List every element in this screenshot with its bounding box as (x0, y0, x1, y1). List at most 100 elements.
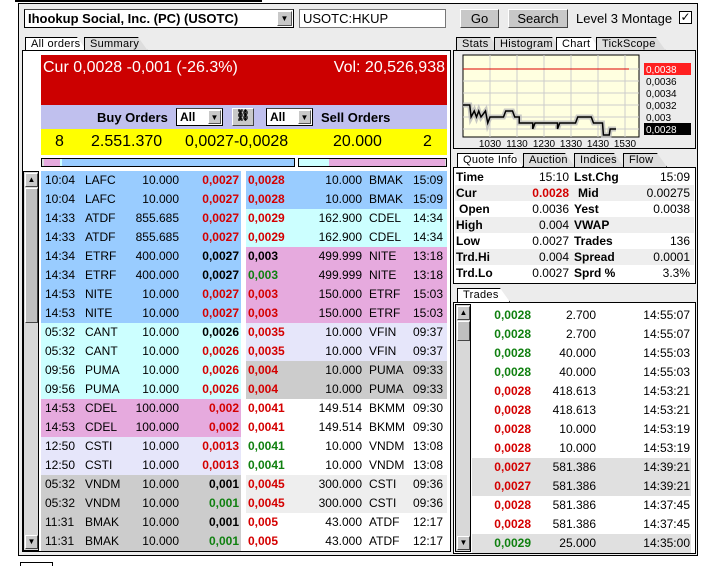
chevron-down-icon[interactable]: ▼ (277, 11, 292, 26)
sell-order-row[interactable]: 0,0028 10.000 BMAK 15:09 (246, 190, 447, 209)
buy-order-row[interactable]: 10:04 LAFC 10.000 0,0027 (41, 171, 241, 190)
sell-filter-select[interactable]: All ▼ (266, 108, 313, 126)
search-button[interactable]: Search (508, 9, 568, 28)
buy-order-row[interactable]: 05:32 VNDM 10.000 0,001 (41, 494, 241, 513)
buy-order-row[interactable]: 14:53 CDEL 100.000 0,002 (41, 418, 241, 437)
sell-order-row[interactable]: 0,003 499.999 NITE 13:18 (246, 247, 447, 266)
order-price: 0,004 (248, 363, 279, 377)
trade-row[interactable]: 0,0029 25.000 14:35:00 (472, 534, 691, 553)
buy-order-row[interactable]: 12:50 CSTI 10.000 0,0013 (41, 437, 241, 456)
trade-time: 14:55:03 (643, 346, 690, 360)
order-price: 0,0027 (202, 173, 239, 187)
sell-order-row[interactable]: 0,003 150.000 ETRF 15:03 (246, 304, 447, 323)
trades-scrollbar[interactable]: ▲ ▼ (455, 304, 471, 552)
trade-row[interactable]: 0,0027 581.386 14:39:21 (472, 458, 691, 477)
order-time: 11:31 (45, 515, 75, 529)
tab-tickscope[interactable]: TickScope (596, 37, 666, 51)
trade-row[interactable]: 0,0028 418.613 14:53:21 (472, 382, 691, 401)
symbol-input[interactable]: USOTC:HKUP (299, 9, 446, 28)
buy-order-row[interactable]: 14:34 ETRF 400.000 0,0027 (41, 247, 241, 266)
sell-order-row[interactable]: 0,0029 162.900 CDEL 14:34 (246, 209, 447, 228)
buy-filter-select[interactable]: All ▼ (176, 108, 223, 126)
trade-row[interactable]: 0,0028 40.000 14:55:03 (472, 344, 691, 363)
sell-order-row[interactable]: 0,0035 10.000 VFIN 09:37 (246, 342, 447, 361)
trade-row[interactable]: 0,0027 581.386 14:39:21 (472, 477, 691, 496)
sell-order-row[interactable]: 0,0041 10.000 VNDM 13:08 (246, 456, 447, 475)
scroll-up-icon[interactable]: ▲ (457, 306, 470, 320)
sell-order-row[interactable]: 0,0029 162.900 CDEL 14:34 (246, 228, 447, 247)
trade-row[interactable]: 0,0028 581.386 14:37:45 (472, 515, 691, 534)
buy-order-row[interactable]: 05:32 VNDM 10.000 0,001 (41, 475, 241, 494)
order-time: 09:33 (412, 382, 443, 396)
buy-order-row[interactable]: 14:53 NITE 10.000 0,0027 (41, 285, 241, 304)
trade-row[interactable]: 0,0028 418.613 14:53:21 (472, 401, 691, 420)
buy-order-row[interactable]: 09:56 PUMA 10.000 0,0026 (41, 380, 241, 399)
market-maker: BMAK (85, 534, 120, 548)
order-book-scrollbar[interactable]: ▲ ▼ (23, 171, 39, 551)
market-maker: PUMA (85, 363, 120, 377)
tab-indices[interactable]: Indices (574, 153, 624, 167)
trade-price: 0,0028 (494, 498, 531, 512)
sell-order-row[interactable]: 0,003 499.999 NITE 13:18 (246, 266, 447, 285)
tab-chart[interactable]: Chart (556, 37, 601, 51)
tab-quote-info[interactable]: Quote Info (457, 153, 523, 167)
market-maker: LAFC (85, 173, 116, 187)
chain-link-icon[interactable]: ⛓ (232, 108, 254, 126)
sell-order-row[interactable]: 0,0045 300.000 CSTI 09:36 (246, 494, 447, 513)
sell-order-row[interactable]: 0,0035 10.000 VFIN 09:37 (246, 323, 447, 342)
sell-order-row[interactable]: 0,005 43.000 ATDF 12:17 (246, 513, 447, 532)
trade-row[interactable]: 0,0028 2.700 14:55:07 (472, 325, 691, 344)
trade-row[interactable]: 0,0028 10.000 14:53:19 (472, 439, 691, 458)
buy-order-row[interactable]: 14:53 CDEL 100.000 0,002 (41, 399, 241, 418)
buy-order-row[interactable]: 11:31 BMAK 10.000 0,001 (41, 513, 241, 532)
tab-all-orders[interactable]: All orders (25, 37, 87, 51)
order-price: 0,005 (248, 534, 279, 548)
buy-order-row[interactable]: 14:33 ATDF 855.685 0,0027 (41, 228, 241, 247)
sell-order-row[interactable]: 0,0041 149.514 BKMM 09:30 (246, 399, 447, 418)
tab-auction[interactable]: Auction (523, 153, 575, 167)
tab-trades[interactable]: Trades (457, 288, 510, 302)
order-time: 09:30 (412, 401, 443, 415)
sell-order-row[interactable]: 0,003 150.000 ETRF 15:03 (246, 285, 447, 304)
order-size: 400.000 (135, 268, 179, 282)
buy-order-row[interactable]: 14:33 ATDF 855.685 0,0027 (41, 209, 241, 228)
scroll-down-icon[interactable]: ▼ (457, 536, 470, 550)
symbol-select[interactable]: Ihookup Social, Inc. (PC) (USOTC) ▼ (24, 9, 294, 28)
sell-order-row[interactable]: 0,005 43.000 ATDF 12:17 (246, 532, 447, 551)
sell-order-row[interactable]: 0,004 10.000 PUMA 09:33 (246, 361, 447, 380)
trade-size: 581.386 (552, 479, 596, 493)
tab-summary[interactable]: Summary (84, 37, 148, 51)
scroll-up-icon[interactable]: ▲ (25, 173, 38, 187)
sell-order-row[interactable]: 0,0045 300.000 CSTI 09:36 (246, 475, 447, 494)
buy-order-row[interactable]: 14:53 NITE 10.000 0,0027 (41, 304, 241, 323)
trade-row[interactable]: 0,0028 581.386 14:37:45 (472, 496, 691, 515)
sell-order-row[interactable]: 0,004 10.000 PUMA 09:33 (246, 380, 447, 399)
market-maker: LAFC (85, 192, 116, 206)
buy-order-row[interactable]: 05:32 CANT 10.000 0,0026 (41, 342, 241, 361)
sell-order-row[interactable]: 0,0041 149.514 BKMM 09:30 (246, 418, 447, 437)
trade-price: 0,0028 (494, 308, 531, 322)
trade-row[interactable]: 0,0028 10.000 14:53:19 (472, 420, 691, 439)
buy-order-row[interactable]: 11:31 BMAK 10.000 0,001 (41, 532, 241, 551)
order-price: 0,003 (248, 306, 279, 320)
buy-order-row[interactable]: 10:04 LAFC 10.000 0,0027 (41, 190, 241, 209)
scrollbar-thumb[interactable] (457, 321, 470, 341)
tab-flow[interactable]: Flow (623, 153, 667, 167)
title-bar-edge (15, 0, 262, 2)
buy-order-row[interactable]: 12:50 CSTI 10.000 0,0013 (41, 456, 241, 475)
scroll-down-icon[interactable]: ▼ (25, 535, 38, 549)
buy-order-row[interactable]: 14:34 ETRF 400.000 0,0027 (41, 266, 241, 285)
buy-order-row[interactable]: 09:56 PUMA 10.000 0,0026 (41, 361, 241, 380)
buy-order-row[interactable]: 05:32 CANT 10.000 0,0026 (41, 323, 241, 342)
go-button[interactable]: Go (460, 9, 499, 28)
tab-stats[interactable]: Stats (456, 37, 500, 51)
sell-order-row[interactable]: 0,0028 10.000 BMAK 15:09 (246, 171, 447, 190)
trade-row[interactable]: 0,0028 40.000 14:55:03 (472, 363, 691, 382)
level3-montage-checkbox[interactable]: ✓ (679, 10, 692, 24)
quote-value: 0.004 (538, 218, 569, 232)
scrollbar-thumb[interactable] (25, 188, 38, 323)
tab-histogram[interactable]: Histogram (494, 37, 562, 51)
trade-row[interactable]: 0,0028 2.700 14:55:07 (472, 306, 691, 325)
sell-order-row[interactable]: 0,0041 10.000 VNDM 13:08 (246, 437, 447, 456)
order-price: 0,0029 (248, 211, 285, 225)
